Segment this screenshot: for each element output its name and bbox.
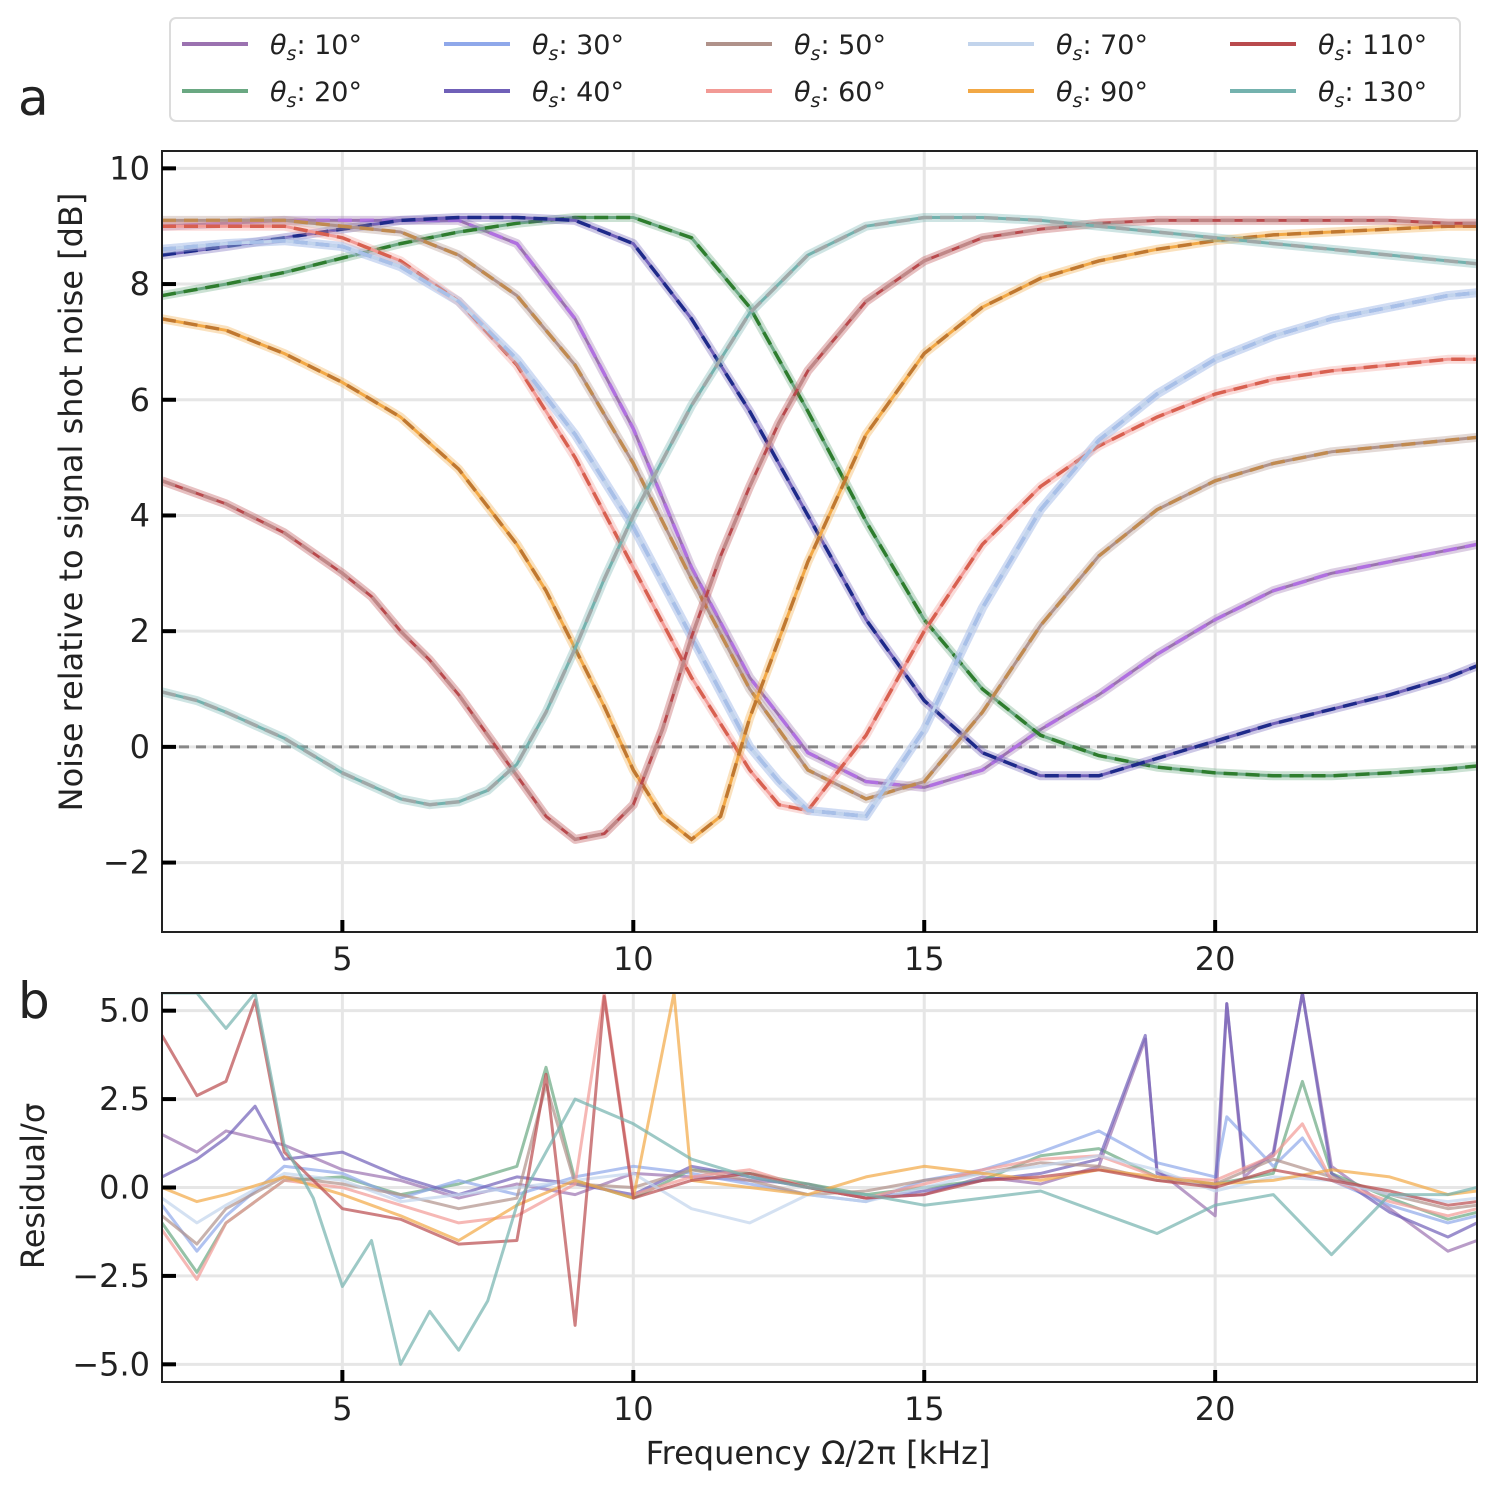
x-tick-label: 10 <box>613 1390 654 1428</box>
series-line <box>162 216 1477 778</box>
panel-b-y-axis-title: Residual/σ <box>14 1103 52 1269</box>
series-fit <box>162 218 1477 801</box>
residual-line <box>162 993 1477 1242</box>
series-fit <box>162 238 1477 819</box>
panel-a-plot: 5 10 15 20 −2 0 2 4 6 8 10 <box>103 149 1478 978</box>
residual-line <box>162 993 1477 1366</box>
series-line <box>162 218 1477 789</box>
residual-line <box>162 1115 1477 1253</box>
y-tick-label: 0.0 <box>99 1169 150 1207</box>
series-layer <box>162 213 1477 844</box>
y-tick-label: 6 <box>130 381 150 419</box>
residual-line <box>162 993 1477 1281</box>
series-fit <box>162 215 1477 778</box>
y-tick-label: −2 <box>103 844 150 882</box>
y-tick-label: 4 <box>130 496 150 534</box>
y-tick-label: −5.0 <box>72 1345 150 1383</box>
y-tick-label: 0 <box>130 728 150 766</box>
x-tick-label: 20 <box>1195 940 1236 978</box>
series-band <box>162 213 1477 781</box>
series-fit <box>162 218 1477 790</box>
x-tick-label: 15 <box>904 1390 945 1428</box>
legend-label: θs: 10° <box>270 30 362 65</box>
residual-line <box>162 1083 1477 1246</box>
series-layer <box>162 993 1477 1366</box>
series-band <box>162 215 1477 804</box>
x-axis-title: Frequency Ω/2π [kHz] <box>646 1434 991 1472</box>
panel-label-a: a <box>18 69 49 127</box>
series-band <box>162 215 1477 792</box>
legend: θs: 10° θs: 20° θs: 30° θs: 40° θs: 50° θs: 6… <box>169 17 1461 122</box>
legend-label: θs: 110° <box>1318 30 1427 65</box>
y-tick-label: 10 <box>109 149 150 187</box>
series-band <box>162 213 1477 781</box>
legend-label: θs: 50° <box>794 30 886 65</box>
series-fit <box>162 218 1477 842</box>
x-tick-label: 10 <box>613 940 654 978</box>
y-tick-label: 5.0 <box>99 992 150 1030</box>
legend-label: θs: 130° <box>1318 77 1427 112</box>
series-fit <box>162 215 1477 807</box>
panel-label-b: b <box>18 972 50 1030</box>
series-line <box>162 216 1477 807</box>
series-line <box>162 216 1477 778</box>
y-tick-label: −2.5 <box>72 1257 150 1295</box>
legend-label: θs: 40° <box>532 77 624 112</box>
legend-label: θs: 30° <box>532 30 624 65</box>
x-tick-label: 5 <box>332 940 352 978</box>
plot-frame <box>161 150 1478 933</box>
legend-label: θs: 70° <box>1056 30 1148 65</box>
y-tick-label: 2 <box>130 612 150 650</box>
x-tick-label: 5 <box>332 1390 352 1428</box>
series-fit <box>162 224 1477 813</box>
series-fit <box>162 224 1477 842</box>
panel-a-y-axis-title: Noise relative to signal shot noise [dB] <box>52 193 90 812</box>
x-tick-label: 15 <box>904 940 945 978</box>
residual-line <box>162 995 1477 1327</box>
y-tick-label: 8 <box>130 265 150 303</box>
series-line <box>162 218 1477 801</box>
legend-label: θs: 60° <box>794 77 886 112</box>
x-tick-label: 20 <box>1195 1390 1236 1428</box>
legend-label: θs: 90° <box>1056 77 1148 112</box>
series-fit <box>162 215 1477 778</box>
legend-label: θs: 20° <box>270 77 362 112</box>
y-tick-label: 2.5 <box>99 1080 150 1118</box>
panel-b-plot: 5 10 15 20 −5.0 −2.5 0.0 2.5 5.0 <box>72 992 1478 1428</box>
series-band <box>162 213 1477 810</box>
